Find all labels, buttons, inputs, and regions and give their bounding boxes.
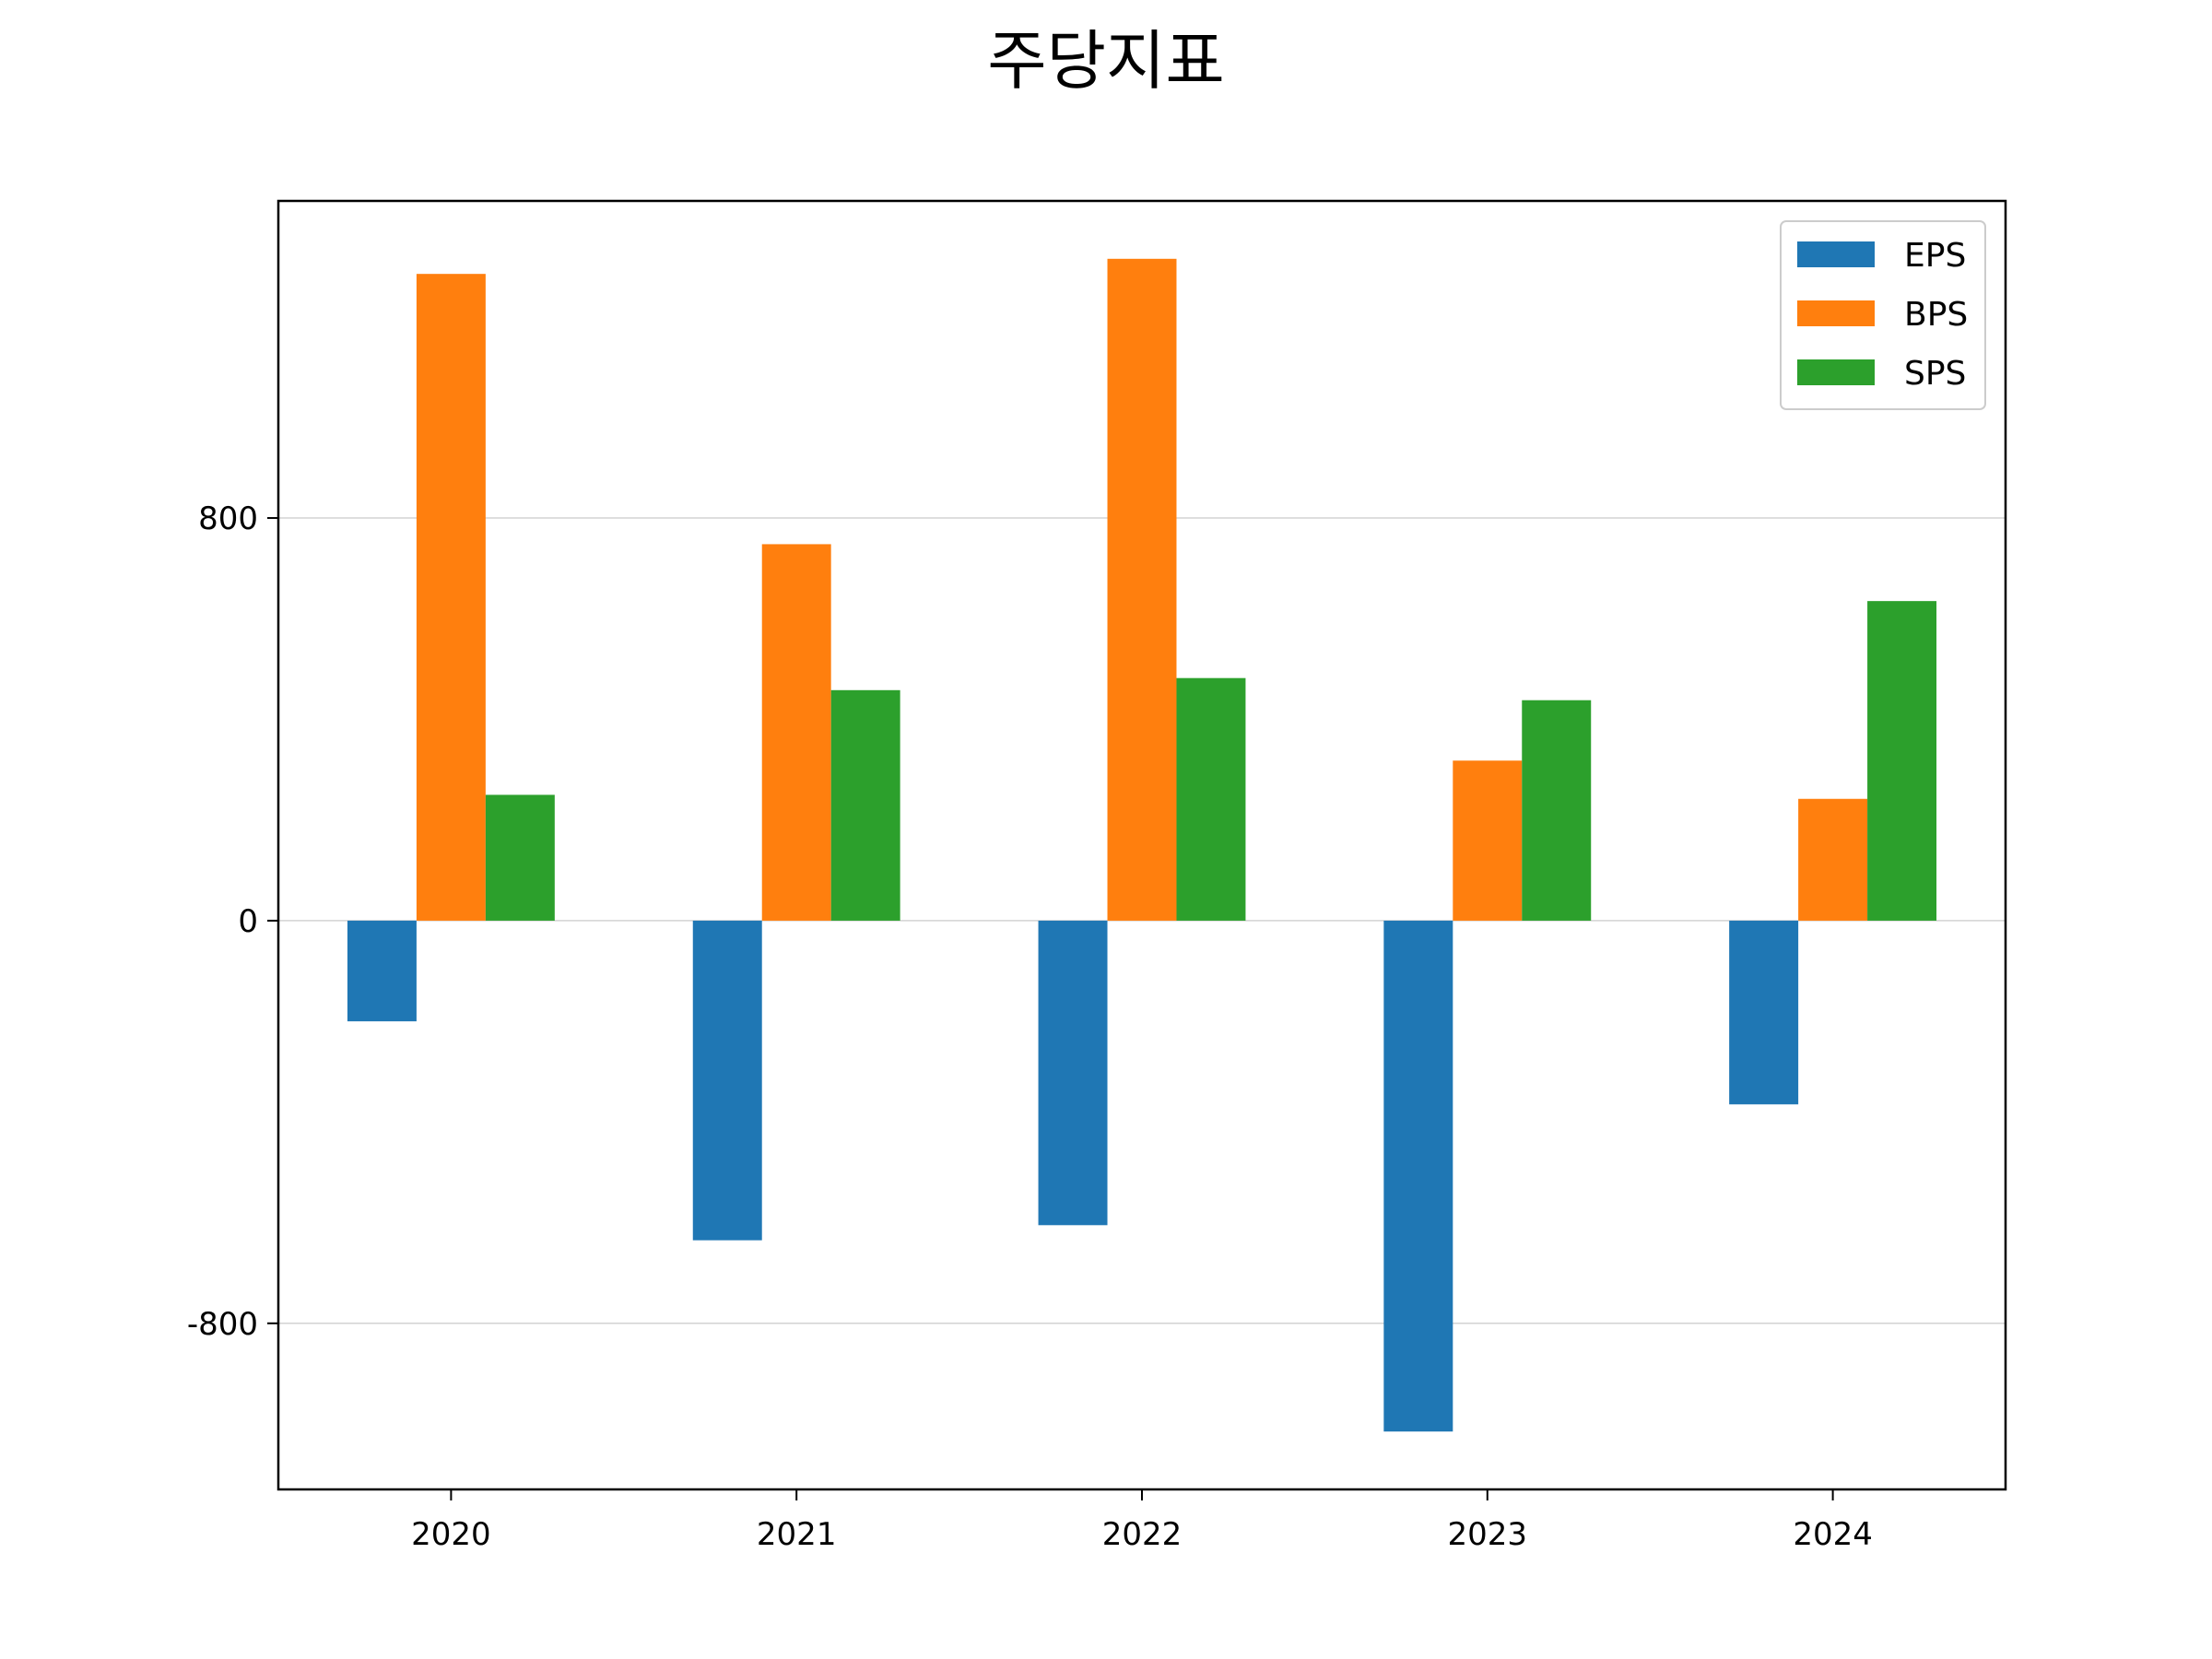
y-tick-label: 800 bbox=[198, 500, 258, 537]
legend-label-bps: BPS bbox=[1904, 296, 1968, 334]
y-axis: -800 0 800 bbox=[187, 500, 278, 1343]
bar-bps-2022 bbox=[1107, 258, 1177, 921]
x-tick-label: 2023 bbox=[1448, 1516, 1528, 1553]
bar-eps-2022 bbox=[1038, 920, 1108, 1226]
bar-eps-2024 bbox=[1729, 920, 1799, 1105]
bars bbox=[347, 258, 1937, 1432]
bar-eps-2020 bbox=[347, 920, 417, 1022]
legend-swatch-sps bbox=[1797, 359, 1875, 385]
legend: EPS BPS SPS bbox=[1780, 220, 1986, 410]
chart-title: 주당지표 bbox=[987, 23, 1225, 99]
legend-swatch-eps bbox=[1797, 241, 1875, 267]
bar-eps-2021 bbox=[692, 920, 762, 1241]
bar-sps-2021 bbox=[830, 689, 900, 921]
y-tick-label: -800 bbox=[187, 1306, 258, 1343]
x-tick-label: 2021 bbox=[757, 1516, 837, 1553]
bar-bps-2024 bbox=[1798, 798, 1868, 921]
x-tick-label: 2024 bbox=[1793, 1516, 1873, 1553]
bar-eps-2023 bbox=[1383, 920, 1453, 1432]
bar-bps-2020 bbox=[416, 274, 486, 921]
legend-swatch-bps bbox=[1797, 300, 1875, 326]
y-tick-label: 0 bbox=[238, 903, 258, 940]
bar-bps-2023 bbox=[1453, 760, 1523, 921]
legend-label-eps: EPS bbox=[1904, 237, 1966, 275]
bar-sps-2024 bbox=[1867, 601, 1937, 921]
x-tick-label: 2022 bbox=[1102, 1516, 1182, 1553]
x-axis: 2020 2021 2022 2023 2024 bbox=[411, 1489, 1873, 1553]
bar-bps-2021 bbox=[761, 544, 831, 921]
bar-sps-2020 bbox=[485, 794, 555, 921]
legend-label-sps: SPS bbox=[1904, 355, 1966, 393]
x-tick-label: 2020 bbox=[411, 1516, 491, 1553]
bar-sps-2022 bbox=[1176, 677, 1246, 921]
bar-sps-2023 bbox=[1522, 700, 1592, 921]
